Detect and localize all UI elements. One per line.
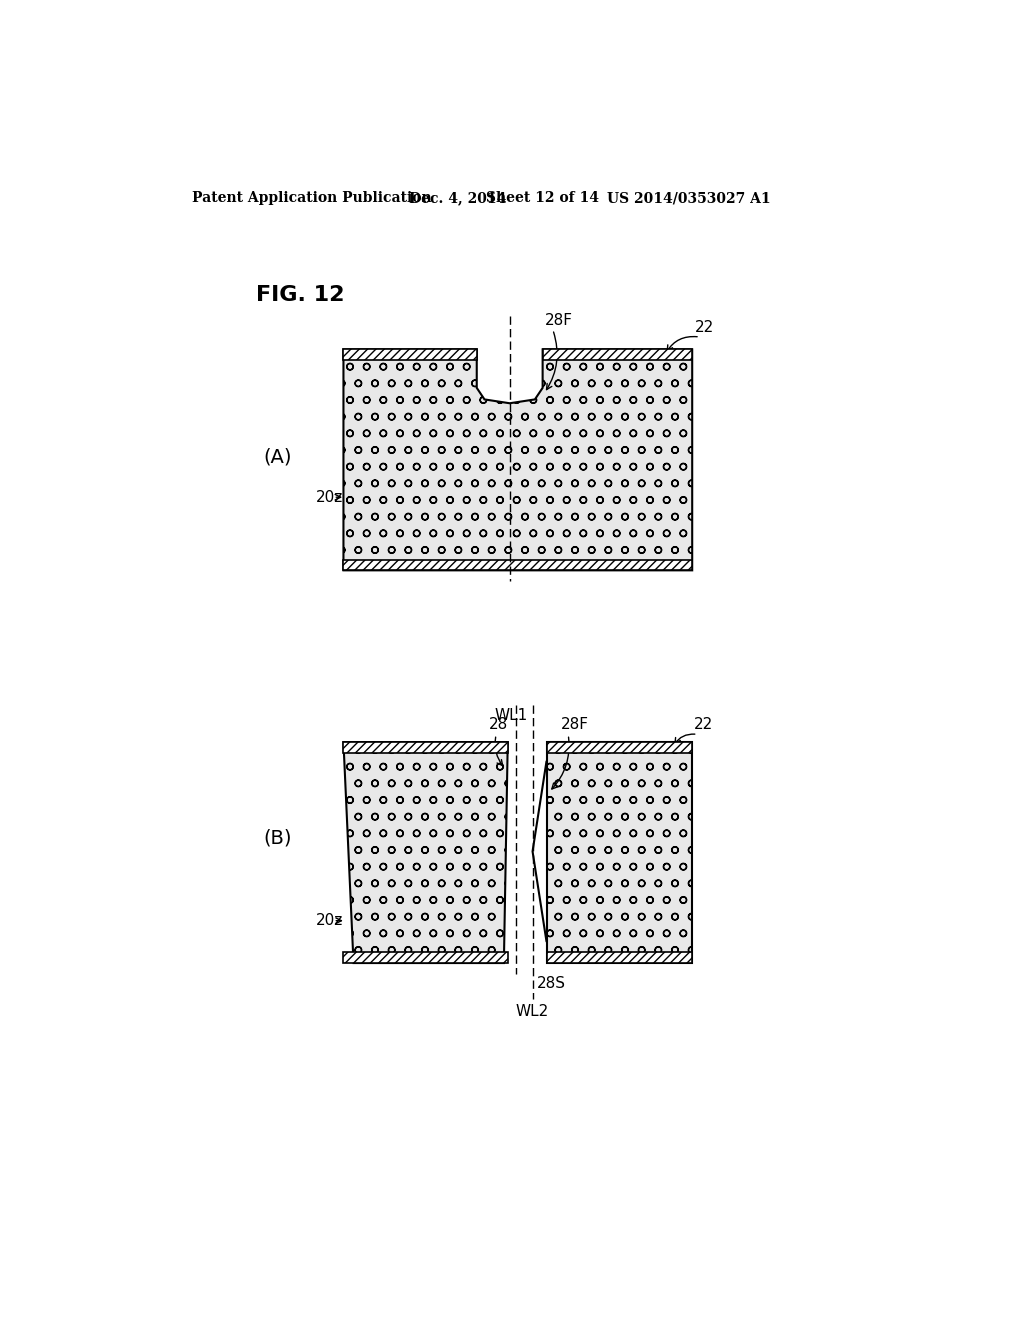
Polygon shape — [343, 742, 508, 964]
Bar — [343, 952, 508, 964]
Text: 28F: 28F — [545, 313, 573, 327]
Bar — [543, 350, 692, 360]
Bar — [547, 742, 692, 752]
Text: Patent Application Publication: Patent Application Publication — [191, 191, 431, 206]
Text: 22: 22 — [693, 717, 713, 731]
Text: (A): (A) — [263, 447, 292, 467]
Bar — [547, 952, 692, 964]
Text: 28: 28 — [488, 717, 508, 731]
Text: US 2014/0353027 A1: US 2014/0353027 A1 — [607, 191, 771, 206]
Text: 20z: 20z — [316, 913, 344, 928]
Text: 28F: 28F — [560, 717, 589, 731]
Text: (B): (B) — [263, 828, 292, 847]
Text: Dec. 4, 2014: Dec. 4, 2014 — [409, 191, 506, 206]
Text: 22: 22 — [695, 321, 715, 335]
Polygon shape — [547, 742, 692, 964]
Text: WL1: WL1 — [495, 708, 527, 722]
Text: WL2: WL2 — [516, 1005, 549, 1019]
Text: FIG. 12: FIG. 12 — [256, 285, 344, 305]
Text: 20z: 20z — [316, 490, 344, 504]
Bar — [343, 560, 692, 570]
Polygon shape — [343, 350, 692, 570]
Text: Sheet 12 of 14: Sheet 12 of 14 — [486, 191, 599, 206]
Bar — [343, 350, 477, 360]
Bar — [343, 742, 508, 752]
Text: 28S: 28S — [538, 977, 566, 991]
